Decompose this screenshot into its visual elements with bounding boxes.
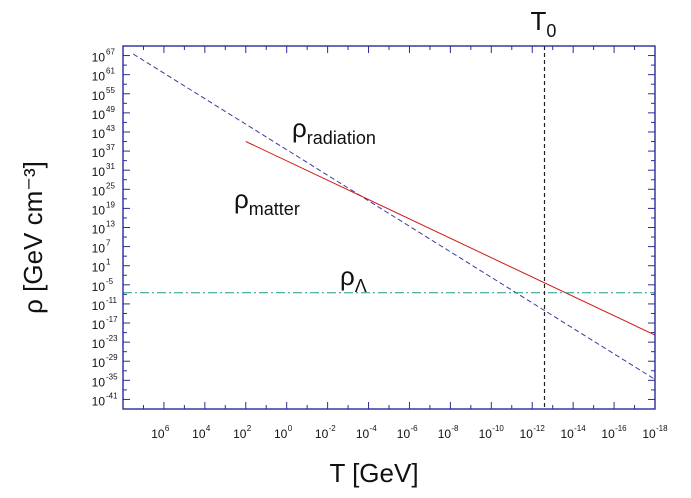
x-tick-exponent: -16 <box>615 424 627 433</box>
x-axis-title: T [GeV] <box>329 458 418 488</box>
y-tick-exponent: 25 <box>106 181 115 190</box>
y-tick-exponent: -17 <box>106 315 118 324</box>
x-tick-label: 10 <box>274 427 288 441</box>
x-tick-exponent: -4 <box>370 424 378 433</box>
y-tick-label: 10 <box>92 165 106 179</box>
x-tick-label: 10 <box>520 427 534 441</box>
series-lines <box>123 46 656 409</box>
series-annotations: ρradiation ρmatter ρΛ T0 <box>234 6 556 296</box>
y-tick-exponent: 13 <box>106 220 115 229</box>
y-tick-label: 10 <box>92 89 106 103</box>
y-tick-exponent: 67 <box>106 48 115 57</box>
y-tick-label: 10 <box>92 51 106 65</box>
x-tick-exponent: -18 <box>656 424 668 433</box>
x-tick-label: 10 <box>315 427 329 441</box>
y-tick-label: 10 <box>92 299 106 313</box>
y-tick-exponent: 7 <box>106 239 111 248</box>
y-tick-exponent: -35 <box>106 372 118 381</box>
plot-frame <box>122 45 656 410</box>
x-tick-exponent: 0 <box>288 424 293 433</box>
y-tick-label: 10 <box>92 375 106 389</box>
x-tick-exponent: -12 <box>533 424 545 433</box>
y-tick-label: 10 <box>92 261 106 275</box>
series-label-radiation: ρradiation <box>292 113 376 148</box>
y-tick-exponent: 1 <box>106 258 111 267</box>
y-tick-label: 10 <box>92 280 106 294</box>
y-tick-exponent: 49 <box>106 105 115 114</box>
y-tick-label: 10 <box>92 108 106 122</box>
y-tick-label: 10 <box>92 394 106 408</box>
y-tick-label: 10 <box>92 242 106 256</box>
x-tick-exponent: -2 <box>329 424 337 433</box>
y-tick-exponent: 19 <box>106 200 115 209</box>
y-tick-exponent: -23 <box>106 334 118 343</box>
x-tick-exponent: 2 <box>247 424 252 433</box>
y-tick-label: 10 <box>92 127 106 141</box>
x-tick-exponent: -8 <box>451 424 459 433</box>
y-tick-exponent: -29 <box>106 353 118 362</box>
y-tick-exponent: 37 <box>106 143 115 152</box>
y-tick-exponent: -11 <box>106 296 118 305</box>
y-tick-exponent: 43 <box>106 124 115 133</box>
x-tick-exponent: 4 <box>206 424 211 433</box>
x-tick-label: 10 <box>601 427 615 441</box>
x-tick-exponent: 6 <box>165 424 170 433</box>
series-label-matter: ρmatter <box>234 184 300 219</box>
x-tick-label: 10 <box>642 427 656 441</box>
tick-marks <box>123 46 656 409</box>
x-tick-label: 10 <box>233 427 247 441</box>
x-tick-label: 10 <box>397 427 411 441</box>
x-tick-label: 10 <box>438 427 452 441</box>
today-temperature-label: T0 <box>531 6 557 41</box>
y-tick-label: 10 <box>92 356 106 370</box>
x-tick-exponent: -10 <box>492 424 504 433</box>
x-tick-label: 10 <box>192 427 206 441</box>
series-line-matter <box>245 141 656 336</box>
y-tick-exponent: -5 <box>106 277 114 286</box>
x-tick-exponent: -6 <box>410 424 418 433</box>
y-tick-label: 10 <box>92 337 106 351</box>
y-tick-label: 10 <box>92 203 106 217</box>
x-tick-exponent: -14 <box>574 424 586 433</box>
y-tick-label: 10 <box>92 146 106 160</box>
series-line-radiation <box>132 53 656 380</box>
x-tick-label: 10 <box>479 427 493 441</box>
y-tick-exponent: -41 <box>106 391 118 400</box>
x-tick-label: 10 <box>560 427 574 441</box>
y-tick-exponent: 31 <box>106 162 115 171</box>
y-axis-title: ρ [GeV cm⁻³] <box>18 161 48 314</box>
x-tick-label: 10 <box>151 427 165 441</box>
y-tick-exponent: 61 <box>106 67 115 76</box>
y-tick-label: 10 <box>92 318 106 332</box>
series-label-Λ: ρΛ <box>340 261 367 296</box>
y-tick-label: 10 <box>92 184 106 198</box>
y-tick-label: 10 <box>92 223 106 237</box>
x-tick-label: 10 <box>356 427 370 441</box>
y-tick-label: 10 <box>92 70 106 84</box>
y-tick-exponent: 55 <box>106 86 115 95</box>
